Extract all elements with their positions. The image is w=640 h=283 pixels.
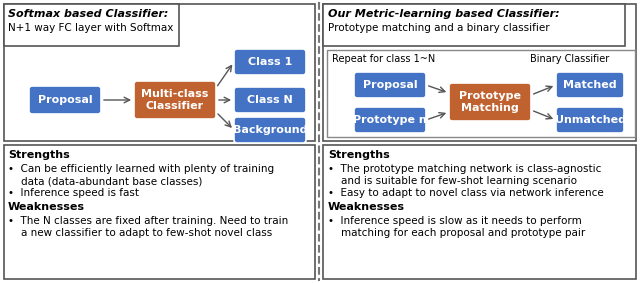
Text: Background: Background bbox=[233, 125, 307, 135]
Text: Proposal: Proposal bbox=[38, 95, 92, 105]
FancyBboxPatch shape bbox=[323, 4, 636, 141]
Text: Our Metric-learning based Classifier:: Our Metric-learning based Classifier: bbox=[328, 9, 559, 19]
Text: Class N: Class N bbox=[247, 95, 293, 105]
Text: Unmatched: Unmatched bbox=[554, 115, 625, 125]
Text: Repeat for class 1~N: Repeat for class 1~N bbox=[332, 54, 435, 64]
Text: data (data-abundant base classes): data (data-abundant base classes) bbox=[8, 176, 202, 186]
Text: a new classifier to adapt to few-shot novel class: a new classifier to adapt to few-shot no… bbox=[8, 228, 272, 238]
FancyBboxPatch shape bbox=[327, 50, 635, 137]
Text: Strengths: Strengths bbox=[8, 150, 70, 160]
Text: Weaknesses: Weaknesses bbox=[8, 202, 85, 212]
FancyBboxPatch shape bbox=[234, 87, 306, 113]
FancyBboxPatch shape bbox=[556, 107, 624, 133]
FancyBboxPatch shape bbox=[556, 72, 624, 98]
Text: Multi-class
Classifier: Multi-class Classifier bbox=[141, 89, 209, 111]
Text: matching for each proposal and prototype pair: matching for each proposal and prototype… bbox=[328, 228, 585, 238]
FancyBboxPatch shape bbox=[4, 145, 315, 279]
Text: •  Inference speed is fast: • Inference speed is fast bbox=[8, 188, 139, 198]
Text: Softmax based Classifier:: Softmax based Classifier: bbox=[8, 9, 168, 19]
Text: and is suitable for few-shot learning scenario: and is suitable for few-shot learning sc… bbox=[328, 176, 577, 186]
Text: Strengths: Strengths bbox=[328, 150, 390, 160]
Text: Class 1: Class 1 bbox=[248, 57, 292, 67]
Text: •  The N classes are fixed after training. Need to train: • The N classes are fixed after training… bbox=[8, 216, 288, 226]
Text: •  Inference speed is slow as it needs to perform: • Inference speed is slow as it needs to… bbox=[328, 216, 582, 226]
Text: Weaknesses: Weaknesses bbox=[328, 202, 405, 212]
FancyBboxPatch shape bbox=[4, 4, 179, 46]
Text: N+1 way FC layer with Softmax: N+1 way FC layer with Softmax bbox=[8, 23, 173, 33]
Text: ...: ... bbox=[262, 83, 277, 98]
FancyBboxPatch shape bbox=[4, 4, 315, 141]
FancyBboxPatch shape bbox=[449, 83, 531, 121]
FancyBboxPatch shape bbox=[234, 117, 306, 143]
Text: Prototype
Matching: Prototype Matching bbox=[459, 91, 521, 113]
Text: Prototype matching and a binary classifier: Prototype matching and a binary classifi… bbox=[328, 23, 550, 33]
Text: Matched: Matched bbox=[563, 80, 617, 90]
FancyBboxPatch shape bbox=[323, 145, 636, 279]
Text: •  Can be efficiently learned with plenty of training: • Can be efficiently learned with plenty… bbox=[8, 164, 274, 174]
Text: Prototype n: Prototype n bbox=[353, 115, 427, 125]
FancyBboxPatch shape bbox=[354, 107, 426, 133]
Text: •  The prototype matching network is class-agnostic: • The prototype matching network is clas… bbox=[328, 164, 602, 174]
Text: Proposal: Proposal bbox=[363, 80, 417, 90]
FancyBboxPatch shape bbox=[134, 81, 216, 119]
Text: •  Easy to adapt to novel class via network inference: • Easy to adapt to novel class via netwo… bbox=[328, 188, 604, 198]
FancyBboxPatch shape bbox=[323, 4, 625, 46]
FancyBboxPatch shape bbox=[29, 86, 101, 114]
Text: Binary Classifier: Binary Classifier bbox=[530, 54, 609, 64]
FancyBboxPatch shape bbox=[234, 49, 306, 75]
FancyBboxPatch shape bbox=[354, 72, 426, 98]
